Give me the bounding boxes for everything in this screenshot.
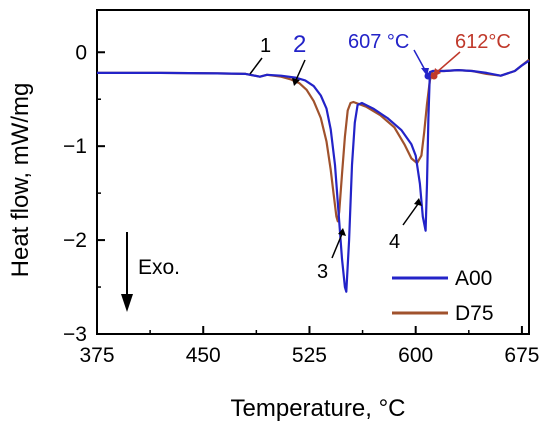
plot-frame	[96, 9, 530, 335]
temp-a00-pointer	[413, 49, 426, 71]
ticks-layer: 375 450 525 600 675 0 −1 −2 −3	[63, 41, 539, 367]
peak-1-label: 1	[260, 35, 271, 57]
peak-2-label: 2	[293, 31, 306, 58]
peak-1-pointer	[249, 57, 263, 75]
legend-label-a00: A00	[455, 267, 492, 290]
temp-a00-marker	[424, 72, 432, 80]
y-tick-label: −1	[63, 135, 87, 158]
peak-3-label: 3	[317, 261, 328, 283]
x-tick-label: 675	[504, 344, 539, 367]
series-line-a00	[97, 59, 530, 293]
series-layer	[97, 58, 530, 293]
legend-label-d75: D75	[455, 302, 494, 325]
exo-label: Exo.	[138, 256, 180, 279]
temp-d75-label: 612°C	[455, 31, 511, 53]
y-axis-label: Heat flow, mW/mg	[7, 83, 34, 278]
peak-4-arrowhead	[414, 198, 422, 206]
exo-indicator: Exo.	[121, 232, 180, 312]
x-tick-label: 375	[79, 344, 114, 367]
legend: A00 D75	[392, 267, 494, 325]
peak-annotations: 1 2 3 4 607 °C 612°C	[249, 31, 511, 283]
x-tick-label: 525	[292, 344, 327, 367]
temp-d75-marker	[430, 72, 438, 80]
y-tick-label: −2	[63, 229, 87, 252]
x-tick-label: 600	[398, 344, 433, 367]
peak-2-arrowhead	[292, 78, 300, 86]
x-axis-label: Temperature, °C	[231, 395, 406, 422]
peak-3-arrowhead	[338, 228, 346, 236]
peak-2-pointer	[295, 59, 306, 81]
peak-3-pointer	[331, 233, 343, 259]
temp-a00-label: 607 °C	[348, 31, 409, 53]
plot-border	[96, 9, 530, 335]
peak-4-label: 4	[389, 231, 400, 253]
y-tick-label: −3	[63, 323, 87, 346]
temp-d75-pointer	[436, 51, 461, 73]
exo-arrow-head	[121, 294, 133, 312]
peak-4-pointer	[402, 203, 419, 226]
series-line-d75	[97, 58, 530, 223]
x-tick-label: 450	[186, 344, 221, 367]
y-tick-label: 0	[75, 41, 87, 64]
